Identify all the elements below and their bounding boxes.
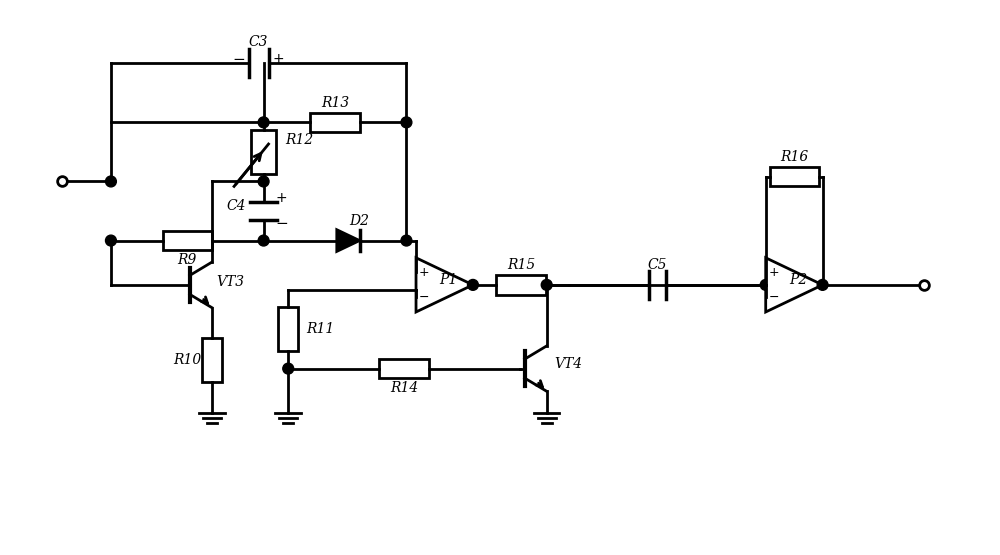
Bar [278, 307, 298, 351]
Text: R10: R10 [173, 354, 201, 367]
Bar [163, 231, 212, 250]
Text: VT4: VT4 [555, 357, 583, 371]
Circle shape [106, 176, 116, 187]
Circle shape [467, 280, 478, 290]
Text: R11: R11 [306, 322, 334, 336]
Text: −: − [769, 291, 779, 304]
Bar [496, 275, 546, 295]
Text: P1: P1 [440, 273, 458, 287]
Text: R9: R9 [178, 253, 197, 268]
Text: R14: R14 [390, 381, 418, 395]
Text: D2: D2 [350, 214, 370, 228]
Text: C3: C3 [249, 34, 268, 49]
Circle shape [817, 280, 828, 290]
Circle shape [283, 363, 294, 374]
Text: R12: R12 [285, 133, 314, 147]
Circle shape [258, 235, 269, 246]
Text: R15: R15 [507, 258, 535, 272]
Text: +: + [276, 191, 287, 205]
Polygon shape [337, 230, 360, 251]
Text: +: + [419, 266, 429, 279]
Bar [310, 113, 360, 132]
Polygon shape [766, 258, 823, 312]
Bar [202, 338, 222, 382]
Bar [379, 359, 429, 379]
Polygon shape [416, 258, 473, 312]
Circle shape [106, 235, 116, 246]
Circle shape [258, 117, 269, 128]
Text: −: − [419, 291, 429, 304]
Text: +: + [273, 52, 284, 67]
Circle shape [760, 280, 771, 290]
Bar [251, 130, 276, 174]
Text: C5: C5 [648, 258, 667, 272]
Circle shape [401, 117, 412, 128]
Text: R13: R13 [321, 95, 349, 110]
Circle shape [258, 176, 269, 187]
Text: −: − [233, 52, 245, 67]
Text: −: − [275, 216, 288, 231]
Text: P2: P2 [789, 273, 808, 287]
Text: +: + [769, 266, 779, 279]
Circle shape [541, 280, 552, 290]
Text: VT3: VT3 [217, 275, 245, 289]
Text: C4: C4 [226, 199, 246, 213]
Circle shape [401, 235, 412, 246]
Bar [770, 166, 819, 186]
Text: R16: R16 [780, 150, 808, 164]
